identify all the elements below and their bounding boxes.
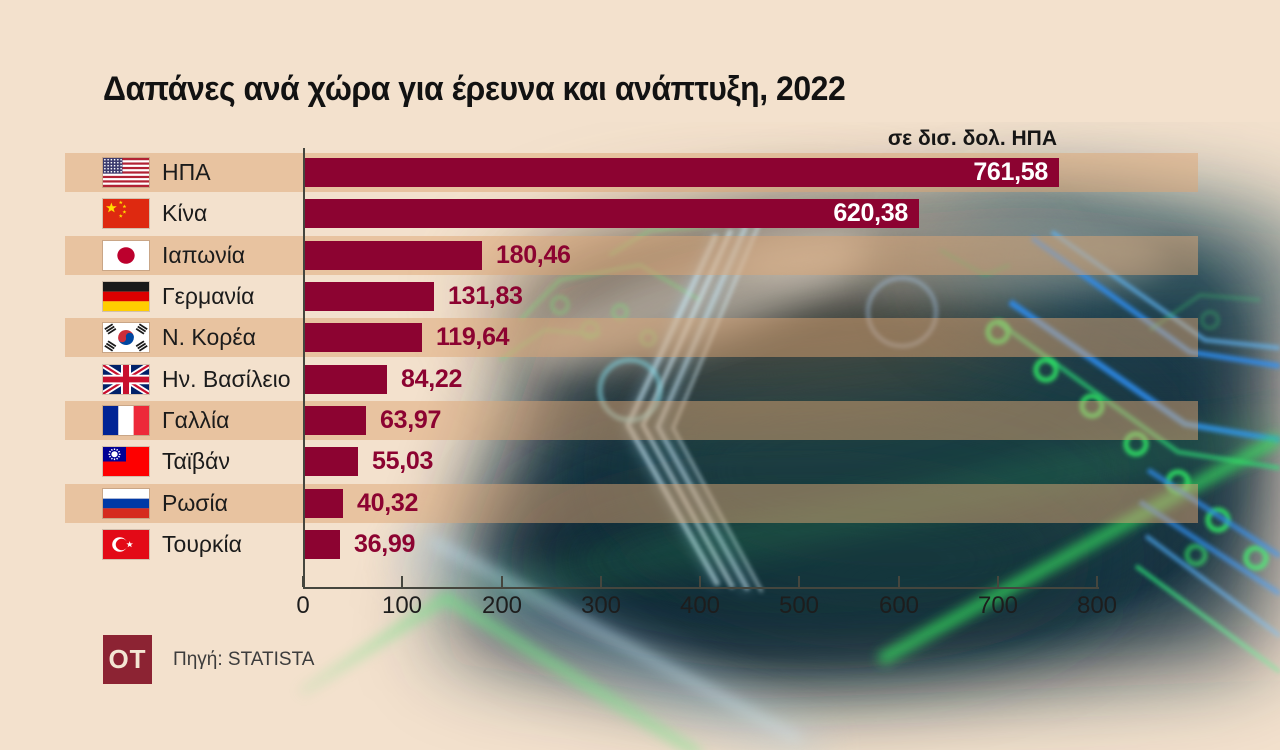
value-label: 36,99	[354, 530, 416, 558]
x-axis-tick	[501, 576, 503, 587]
x-axis-tick	[1096, 576, 1098, 587]
country-label: Γερμανία	[162, 283, 255, 309]
x-axis-tick	[699, 576, 701, 587]
value-label: 63,97	[380, 406, 442, 434]
chart-row: Ην. Βασίλειο 84,22	[0, 360, 1280, 399]
flag-france-icon	[103, 406, 149, 435]
country-label: Τουρκία	[162, 531, 242, 557]
value-label: 761,58	[973, 158, 1048, 186]
x-axis-tick	[997, 576, 999, 587]
value-label: 55,03	[372, 447, 434, 475]
row-stripe	[65, 318, 1198, 357]
x-axis-tick-label: 600	[878, 592, 920, 619]
value-label: 119,64	[436, 323, 510, 351]
value-label: 180,46	[496, 241, 571, 269]
value-label: 84,22	[401, 365, 463, 393]
x-axis-tick	[401, 576, 403, 587]
row-stripe	[65, 401, 1198, 440]
value-bar	[303, 365, 387, 394]
country-label: Ταϊβάν	[162, 448, 230, 474]
value-label: 620,38	[833, 199, 908, 227]
chart-row: ΗΠΑ 761,58	[0, 153, 1280, 192]
x-axis-tick-label: 200	[481, 592, 523, 619]
value-bar	[303, 406, 366, 435]
chart-row: Ν. Κορέα 119,64	[0, 318, 1280, 357]
row-stripe	[65, 236, 1198, 275]
x-axis-tick-label: 500	[778, 592, 820, 619]
chart-row: Ρωσία 40,32	[0, 484, 1280, 523]
value-bar	[303, 447, 358, 476]
flag-russia-icon	[103, 489, 149, 518]
y-axis-line	[303, 148, 305, 589]
value-bar	[303, 323, 422, 352]
chart-row: Κίνα 620,38	[0, 194, 1280, 233]
x-axis-tick-label: 800	[1076, 592, 1118, 619]
value-bar	[303, 282, 434, 311]
chart-row: Γαλλία 63,97	[0, 401, 1280, 440]
x-axis-tick	[898, 576, 900, 587]
flag-china-icon	[103, 199, 149, 228]
value-bar	[303, 489, 343, 518]
value-bar: 761,58	[303, 158, 1059, 187]
chart-row: Γερμανία 131,83	[0, 277, 1280, 316]
x-axis-tick	[600, 576, 602, 587]
source-text: Πηγή: STATISTA	[173, 649, 315, 670]
value-bar: 620,38	[303, 199, 919, 228]
country-label: ΗΠΑ	[162, 159, 211, 185]
flag-germany-icon	[103, 282, 149, 311]
flag-south-korea-icon	[103, 323, 149, 352]
country-label: Ην. Βασίλειο	[162, 366, 291, 392]
flag-turkey-icon	[103, 530, 149, 559]
flag-usa-icon	[103, 158, 149, 187]
unit-label: σε δισ. δολ. ΗΠΑ	[887, 127, 1057, 150]
chart-title: Δαπάνες ανά χώρα για έρευνα και ανάπτυξη…	[103, 70, 846, 108]
value-label: 131,83	[448, 282, 523, 310]
country-label: Κίνα	[162, 200, 208, 226]
x-axis-tick-label: 400	[679, 592, 721, 619]
chart-row: Ιαπωνία 180,46	[0, 236, 1280, 275]
value-bar	[303, 241, 482, 270]
x-axis-tick-label: 700	[977, 592, 1019, 619]
x-axis-tick-label: 100	[381, 592, 423, 619]
x-axis-tick-label: 0	[296, 592, 310, 619]
country-label: Γαλλία	[162, 407, 230, 433]
flag-japan-icon	[103, 241, 149, 270]
flag-united-kingdom-icon	[103, 365, 149, 394]
value-label: 40,32	[357, 489, 419, 517]
chart-row: Ταϊβάν 55,03	[0, 442, 1280, 481]
flag-taiwan-icon	[103, 447, 149, 476]
x-axis-line	[303, 587, 1099, 589]
x-axis-tick	[798, 576, 800, 587]
x-axis-tick	[302, 576, 304, 587]
country-label: Ν. Κορέα	[162, 324, 256, 350]
x-axis-tick-label: 300	[580, 592, 622, 619]
ot-logo: OT	[103, 635, 152, 684]
chart-row: Τουρκία 36,99	[0, 525, 1280, 564]
country-label: Ρωσία	[162, 490, 228, 516]
row-stripe	[65, 484, 1198, 523]
value-bar	[303, 530, 340, 559]
country-label: Ιαπωνία	[162, 242, 246, 268]
